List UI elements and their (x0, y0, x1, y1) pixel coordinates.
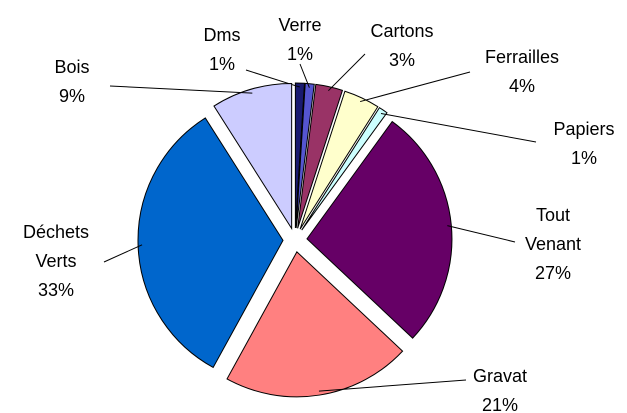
leader-line (328, 53, 366, 92)
label-line: Tout (536, 205, 570, 225)
pie-slice (295, 82, 315, 229)
label-line: Cartons (370, 21, 433, 41)
label-line: Dms (204, 25, 241, 45)
leader-line (103, 244, 143, 263)
label-line: Déchets (23, 222, 89, 242)
pie-slice (226, 251, 404, 398)
slice-label: Cartons (370, 21, 433, 41)
label-line: Ferrailles (485, 47, 559, 67)
pie-slice (301, 106, 388, 231)
leader-line (299, 63, 310, 88)
leader-line (318, 379, 467, 392)
label-line: Verts (35, 251, 76, 271)
label-line: Venant (525, 234, 581, 254)
slice-label: Verre (278, 15, 321, 35)
label-line: Verre (278, 15, 321, 35)
percent-label: 3% (389, 50, 415, 70)
percent-label: 21% (482, 395, 518, 413)
percent-label: 9% (59, 86, 85, 106)
slice-label: Dms (204, 25, 241, 45)
label-line: Papiers (553, 119, 614, 139)
slice-label: Ferrailles (485, 47, 559, 67)
slice-label: Papiers (553, 119, 614, 139)
pie-slice (213, 82, 293, 231)
percent-label: 33% (38, 280, 74, 300)
leader-line (447, 225, 516, 243)
leader-line (360, 71, 471, 103)
pie-slice (297, 83, 344, 229)
percent-label: 4% (509, 76, 535, 96)
pie-slice (294, 82, 306, 229)
leader-line (109, 85, 253, 94)
slice-label: Gravat (473, 366, 527, 386)
leader-line (380, 112, 537, 143)
percent-label: 1% (287, 44, 313, 64)
percent-label: 27% (535, 263, 571, 283)
percent-label: 1% (209, 54, 235, 74)
slice-label: Déchets Verts (23, 222, 89, 271)
percent-label: 1% (571, 148, 597, 168)
slice-label: Tout Venant (525, 205, 581, 254)
label-line: Gravat (473, 366, 527, 386)
label-line: Bois (54, 57, 89, 77)
pie-slice (137, 117, 284, 369)
slice-label: Bois (54, 57, 89, 77)
pie-slice (306, 120, 453, 339)
pie-slice (299, 90, 379, 230)
